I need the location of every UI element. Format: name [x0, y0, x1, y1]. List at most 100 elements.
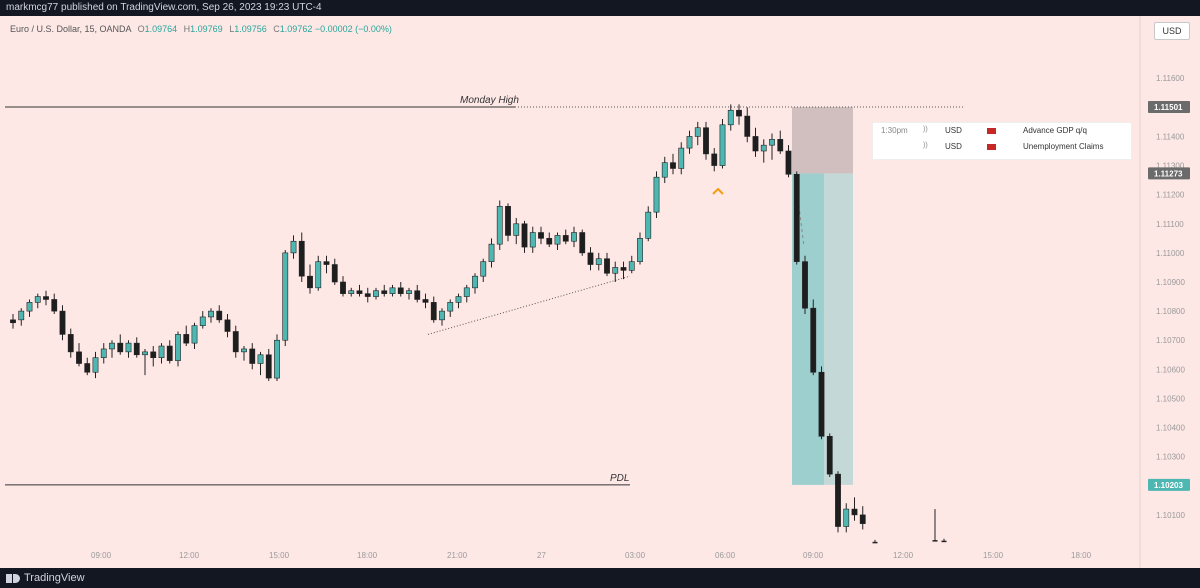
bullish-candle: [719, 124, 726, 166]
time-tick-label: 09:00: [803, 551, 824, 560]
price-tick-label: 1.11000: [1156, 249, 1185, 258]
bearish-candle: [84, 363, 91, 373]
price-tag-label: 1.10203: [1154, 481, 1183, 490]
price-tag: [1148, 167, 1190, 180]
bullish-candle: [513, 223, 520, 236]
price-tag: [1148, 478, 1190, 491]
time-tick-label: 15:00: [269, 551, 290, 560]
bearish-candle: [232, 331, 239, 353]
bullish-candle: [463, 287, 470, 297]
bullish-candle: [274, 339, 280, 379]
caret-marker-icon: [712, 187, 724, 195]
bearish-candle: [736, 109, 742, 117]
bearish-candle: [331, 264, 338, 283]
bullish-candle: [843, 508, 850, 527]
time-axis-background: [0, 544, 1200, 568]
bullish-candle: [125, 342, 132, 353]
bearish-candle: [51, 299, 58, 312]
event-currency: USD: [945, 126, 962, 135]
stop-loss-zone: [792, 107, 853, 174]
bearish-candle: [43, 296, 49, 300]
bullish-candle: [645, 211, 652, 239]
bearish-candle: [826, 435, 833, 475]
bearish-candle: [166, 345, 173, 361]
tradingview-logo-icon: [6, 573, 20, 583]
bullish-candle: [439, 310, 445, 321]
bullish-candle: [315, 261, 322, 289]
logo-text: TradingView: [24, 572, 85, 584]
bearish-candle: [802, 261, 808, 309]
doji-candle: [872, 541, 878, 544]
bullish-candle: [175, 334, 181, 361]
tradingview-logo[interactable]: TradingView: [6, 568, 85, 588]
bearish-candle: [604, 258, 610, 274]
event-currency: USD: [945, 142, 962, 151]
bearish-candle: [562, 235, 569, 242]
close-value: 1.09762: [279, 24, 313, 34]
bearish-candle: [620, 267, 627, 271]
bullish-candle: [142, 351, 148, 356]
event-row[interactable]: 1:30pm )) USD Advance GDP q/q: [873, 126, 1131, 139]
bearish-candle: [117, 342, 124, 353]
bullish-candle: [612, 267, 619, 274]
open-value: 1.09764: [144, 24, 178, 34]
bearish-candle: [810, 307, 817, 373]
price-tag: [1148, 101, 1190, 114]
event-name: Advance GDP q/q: [1023, 126, 1087, 135]
publish-header: markmcg77 published on TradingView.com, …: [6, 2, 322, 13]
bearish-candle: [150, 351, 157, 358]
bearish-candle: [711, 153, 718, 166]
doji-candle: [941, 540, 947, 543]
bearish-candle: [521, 223, 528, 248]
time-tick-label: 06:00: [715, 551, 736, 560]
time-tick-label: 18:00: [1071, 551, 1092, 560]
chart-area[interactable]: Monday HighPDL1.116001.115001.114001.113…: [0, 16, 1200, 568]
time-tick-label: 15:00: [983, 551, 1004, 560]
doji-candle: [932, 540, 938, 542]
bearish-candle: [323, 261, 330, 265]
bearish-candle: [356, 290, 363, 294]
bullish-candle: [373, 290, 379, 297]
currency-button[interactable]: USD: [1154, 22, 1190, 40]
event-time: 1:30pm: [881, 126, 908, 135]
bearish-candle: [785, 150, 792, 175]
bearish-candle: [859, 514, 866, 524]
bearish-candle: [538, 232, 544, 239]
bullish-candle: [241, 348, 247, 353]
event-name: Unemployment Claims: [1023, 142, 1104, 151]
price-tick-label: 1.11200: [1156, 191, 1185, 200]
bullish-candle: [653, 176, 660, 213]
time-tick-label: 03:00: [625, 551, 646, 560]
bearish-candle: [793, 173, 800, 262]
bearish-candle: [183, 334, 190, 344]
bearish-candle: [67, 334, 74, 353]
time-tick-label: 21:00: [447, 551, 468, 560]
us-flag-icon: [987, 128, 996, 134]
bullish-candle: [686, 136, 693, 149]
bearish-candle: [216, 310, 223, 321]
price-tick-label: 1.10300: [1156, 453, 1185, 462]
bearish-candle: [579, 232, 586, 254]
event-row[interactable]: )) USD Unemployment Claims: [873, 142, 1131, 155]
close-label: C: [273, 24, 280, 34]
bullish-candle: [571, 232, 577, 242]
bullish-candle: [694, 127, 701, 137]
time-tick-label: 12:00: [893, 551, 914, 560]
bullish-candle: [92, 357, 99, 373]
high-value: 1.09769: [190, 24, 223, 34]
bullish-candle: [529, 232, 536, 248]
bearish-candle: [430, 302, 437, 321]
bearish-candle: [546, 238, 553, 245]
bullish-candle: [208, 310, 214, 318]
bullish-candle: [727, 109, 734, 126]
bullish-candle: [595, 258, 602, 265]
bullish-candle: [488, 243, 495, 262]
speaker-icon: )): [923, 142, 928, 149]
bearish-candle: [133, 342, 140, 356]
high-label: H: [183, 24, 191, 34]
symbol-name: Euro / U.S. Dollar, 15, OANDA: [10, 24, 132, 34]
bullish-candle: [760, 144, 767, 152]
price-tick-label: 1.11600: [1156, 74, 1185, 83]
low-value: 1.09756: [234, 24, 267, 34]
bearish-candle: [364, 293, 371, 297]
